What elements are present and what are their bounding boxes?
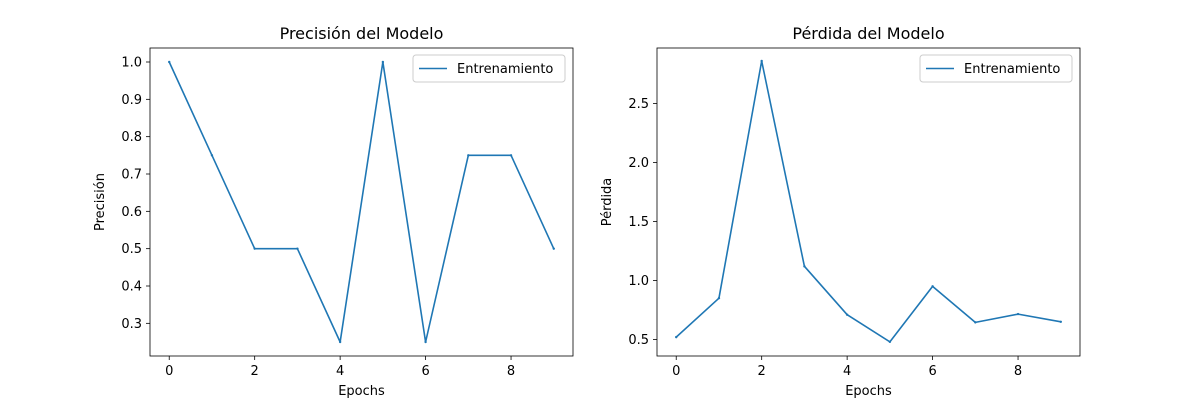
data-point xyxy=(509,154,513,157)
x-axis-label: Epochs xyxy=(338,384,385,399)
y-axis-label: Pérdida xyxy=(600,178,615,227)
y-tick-label: 0.5 xyxy=(121,242,142,257)
legend-label: Entrenamiento xyxy=(457,62,553,77)
x-tick-label: 4 xyxy=(843,364,851,379)
y-tick-label: 2.0 xyxy=(628,156,649,171)
data-point xyxy=(552,247,555,250)
chart-2: Pérdida del Modelo 0 2 4 6 8 0.5 1.0 1.5 2.0 2.5 Ep… xyxy=(600,24,1081,399)
data-point xyxy=(675,335,678,339)
x-tick-label: 2 xyxy=(758,364,766,379)
x-tick-label: 0 xyxy=(672,364,680,379)
legend-label: Entrenamiento xyxy=(964,62,1060,77)
y-tick-label: 1.0 xyxy=(628,274,649,289)
x-tick-label: 0 xyxy=(165,364,173,379)
data-point xyxy=(845,313,849,316)
y-tick-label: 0.4 xyxy=(121,280,142,295)
data-point xyxy=(338,340,342,344)
y-tick-label: 0.7 xyxy=(121,168,142,183)
chart-1: Precisión del Modelo 0 2 4 6 8 0.3 0.4 0.5 0.6 0.7… xyxy=(93,24,574,399)
y-tick-label: 0.6 xyxy=(121,205,142,220)
x-tick-label: 2 xyxy=(251,364,259,379)
legend-box xyxy=(412,54,566,83)
legend: Entrenamiento xyxy=(919,54,1073,83)
x-axis-label: Epochs xyxy=(845,384,892,399)
series-line-1 xyxy=(675,60,1062,343)
data-point xyxy=(1059,320,1062,323)
y-axis-label: Precisión xyxy=(93,173,108,231)
x-tick-label: 6 xyxy=(928,364,936,379)
axes-frame xyxy=(149,47,574,357)
data-point xyxy=(803,265,806,268)
data-point xyxy=(424,340,427,344)
data-point xyxy=(717,296,721,300)
data-point xyxy=(381,60,385,64)
x-tick-label: 4 xyxy=(336,364,344,379)
data-point xyxy=(210,154,214,157)
y-tick-label: 2.5 xyxy=(628,97,649,112)
y-tick-label: 0.9 xyxy=(121,93,142,108)
data-point xyxy=(760,59,763,63)
chart-title: Precisión del Modelo xyxy=(280,24,444,43)
x-tick-label: 8 xyxy=(1014,364,1022,379)
data-point xyxy=(296,247,299,250)
data-point xyxy=(168,60,171,64)
legend: Entrenamiento xyxy=(412,54,566,83)
data-point xyxy=(974,321,977,324)
data-point xyxy=(253,247,256,250)
data-point xyxy=(931,285,934,288)
data-point xyxy=(1016,312,1020,316)
legend-box xyxy=(919,54,1073,83)
series-line-1 xyxy=(168,60,555,343)
y-tick-label: 0.8 xyxy=(121,130,142,145)
data-point xyxy=(467,154,470,157)
x-tick-label: 8 xyxy=(507,364,515,379)
axes-frame xyxy=(656,47,1081,357)
y-tick-label: 0.5 xyxy=(628,333,649,348)
y-tick-label: 1.0 xyxy=(121,56,142,71)
y-tick-label: 1.5 xyxy=(628,215,649,230)
y-tick-label: 0.3 xyxy=(121,317,142,332)
chart-title: Pérdida del Modelo xyxy=(792,24,944,43)
x-tick-label: 6 xyxy=(421,364,429,379)
data-point xyxy=(888,340,892,344)
